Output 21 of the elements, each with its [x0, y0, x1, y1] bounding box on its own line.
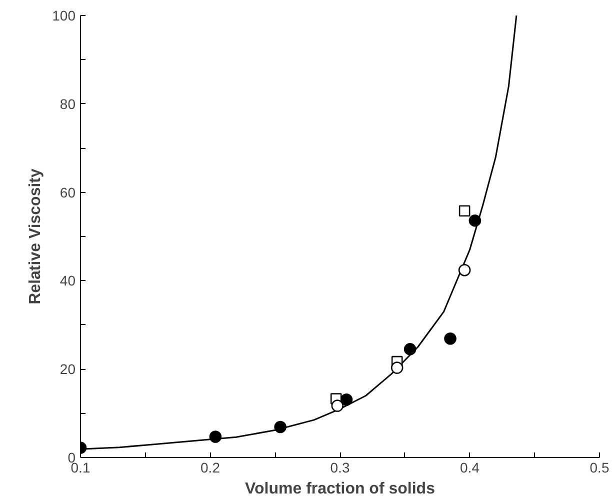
point: [458, 264, 471, 276]
x-axis-title: Volume fraction of solids: [245, 480, 436, 498]
x-tick-label: 0.2: [200, 460, 220, 476]
point: [444, 332, 456, 345]
point: [274, 420, 286, 434]
point: [331, 400, 344, 412]
x-tick-label: 0.4: [460, 460, 480, 476]
point: [390, 362, 404, 374]
point: [404, 343, 416, 356]
point: [340, 393, 353, 406]
x-tick-label: 0.3: [330, 460, 350, 476]
y-tick-label: 100: [52, 8, 76, 24]
x-tick-label: 0.5: [590, 460, 610, 476]
y-tick-label: 40: [60, 272, 76, 289]
y-tick-label: 20: [60, 361, 76, 378]
point: [458, 205, 470, 217]
y-axis-title: Relative Viscosity: [27, 168, 44, 304]
y-tick-label: 60: [60, 184, 76, 200]
point: [468, 214, 482, 227]
point: [209, 430, 222, 443]
y-tick-label: 80: [60, 96, 76, 112]
